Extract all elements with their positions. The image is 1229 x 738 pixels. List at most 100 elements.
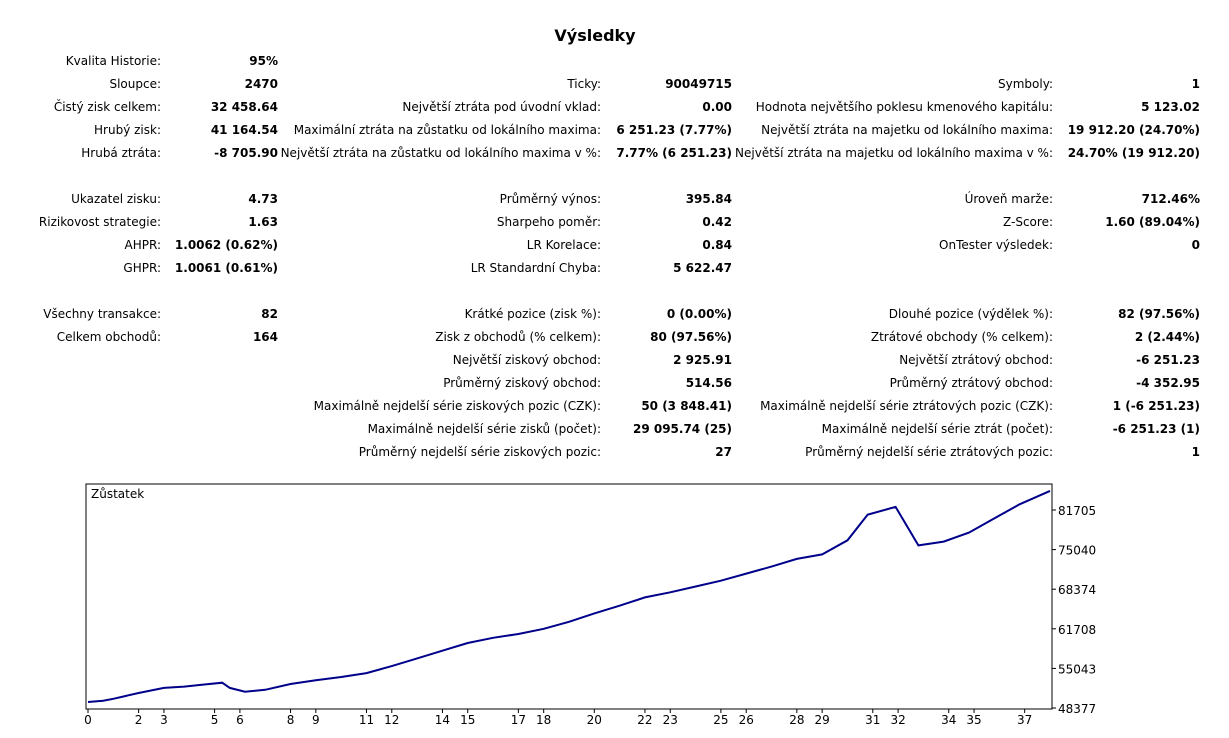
stat-label: Ztrátové obchody (% celkem): — [870, 330, 1053, 344]
stat-label: Všechny transakce: — [43, 307, 161, 321]
stat-value: 2 925.91 — [673, 353, 732, 367]
stat-value: 50 (3 848.41) — [641, 399, 732, 413]
stat-value: -6 251.23 — [1136, 353, 1200, 367]
stat-label: Průměrný výnos: — [499, 192, 601, 206]
y-tick-label: 75040 — [1058, 544, 1096, 558]
stat-value: 1.0061 (0.61%) — [174, 261, 278, 275]
stat-label: LR Standardní Chyba: — [470, 261, 601, 275]
stat-value: 24.70% (19 912.20) — [1067, 146, 1200, 160]
balance-line — [87, 489, 1051, 703]
x-tick-label: 9 — [312, 713, 320, 727]
stat-label: Ticky: — [567, 77, 601, 91]
stat-label: Maximálně nejdelší série ztrátových pozi… — [760, 399, 1053, 413]
stat-value: 5 123.02 — [1141, 100, 1200, 114]
stat-value: -8 705.90 — [214, 146, 278, 160]
stat-label: Kvalita Historie: — [65, 54, 161, 68]
stat-value: 1.60 (89.04%) — [1105, 215, 1200, 229]
x-tick-label: 25 — [713, 713, 728, 727]
stat-label: Zisk z obchodů (% celkem): — [435, 330, 601, 344]
stat-label: Průměrný ztrátový obchod: — [889, 376, 1053, 390]
x-tick-label: 0 — [84, 713, 92, 727]
stat-label: Průměrný nejdelší série ziskových pozic: — [358, 445, 601, 459]
stat-label: GHPR: — [123, 261, 161, 275]
stat-value: 27 — [715, 445, 732, 459]
stat-label: Z-Score: — [1003, 215, 1053, 229]
stat-value: 6 251.23 (7.77%) — [616, 123, 732, 137]
stat-value: 4.73 — [248, 192, 278, 206]
stat-value: 514.56 — [685, 376, 732, 390]
stat-value: 82 (97.56%) — [1118, 307, 1200, 321]
x-tick-label: 18 — [536, 713, 551, 727]
y-tick-label: 81705 — [1058, 504, 1096, 518]
x-tick-label: 3 — [160, 713, 168, 727]
chart-title: Zůstatek — [91, 487, 144, 501]
stat-value: 90049715 — [665, 77, 732, 91]
stat-label: Největší ztráta na zůstatku od lokálního… — [280, 146, 601, 160]
stat-value: 0.84 — [702, 238, 732, 252]
stat-label: Symboly: — [998, 77, 1053, 91]
stat-value: 95% — [249, 54, 278, 68]
stat-label: Největší ztráta na majetku od lokálního … — [761, 123, 1053, 137]
stat-label: Sharpeho poměr: — [496, 215, 601, 229]
stat-label: AHPR: — [124, 238, 161, 252]
stat-value: 82 — [261, 307, 278, 321]
x-tick-label: 22 — [637, 713, 652, 727]
stat-label: Maximální ztráta na zůstatku od lokálníh… — [293, 123, 601, 137]
stat-value: -6 251.23 (1) — [1112, 422, 1200, 436]
stat-label: Největší ztráta pod úvodní vklad: — [402, 100, 601, 114]
stat-value: 1.0062 (0.62%) — [174, 238, 278, 252]
stat-value: 0.00 — [702, 100, 732, 114]
stat-value: 5 622.47 — [673, 261, 732, 275]
stat-value: 29 095.74 (25) — [632, 422, 732, 436]
stat-label: OnTester výsledek: — [939, 238, 1053, 252]
stat-label: Průměrný nejdelší série ztrátových pozic… — [805, 445, 1053, 459]
x-tick-label: 31 — [865, 713, 880, 727]
stat-value: 395.84 — [685, 192, 732, 206]
report-title: Výsledky — [554, 26, 636, 45]
stat-label: Krátké pozice (zisk %): — [464, 307, 601, 321]
stat-value: 2470 — [244, 77, 278, 91]
stat-value: 2 (2.44%) — [1134, 330, 1200, 344]
stat-value: 1.63 — [248, 215, 278, 229]
stat-label: Největší ztráta na majetku od lokálního … — [735, 146, 1053, 160]
x-tick-label: 32 — [890, 713, 905, 727]
stat-value: 712.46% — [1141, 192, 1200, 206]
y-tick-label: 61708 — [1058, 623, 1096, 637]
x-tick-label: 26 — [739, 713, 754, 727]
stat-value: 1 — [1191, 77, 1200, 91]
stat-value: 0 (0.00%) — [666, 307, 732, 321]
y-tick-label: 68374 — [1058, 583, 1096, 597]
x-tick-label: 23 — [663, 713, 678, 727]
stat-label: Maximálně nejdelší série ziskových pozic… — [313, 399, 601, 413]
x-tick-label: 15 — [460, 713, 475, 727]
x-tick-label: 35 — [966, 713, 981, 727]
stat-value: -4 352.95 — [1136, 376, 1200, 390]
y-tick-label: 48377 — [1058, 702, 1096, 716]
stat-label: Hodnota největšího poklesu kmenového kap… — [755, 100, 1053, 114]
x-tick-label: 8 — [287, 713, 295, 727]
stat-label: Hrubá ztráta: — [81, 146, 161, 160]
x-tick-label: 17 — [511, 713, 526, 727]
stat-value: 0 — [1191, 238, 1200, 252]
stat-label: Úroveň marže: — [964, 192, 1053, 206]
x-tick-label: 12 — [384, 713, 399, 727]
stat-value: 41 164.54 — [210, 123, 278, 137]
stat-label: Maximálně nejdelší série ztrát (počet): — [821, 422, 1053, 436]
balance-chart: Zůstatek 81705 75040 68374 61708 55043 48377 0 2… — [84, 483, 1096, 727]
x-tick-label: 14 — [435, 713, 450, 727]
stat-value: 164 — [252, 330, 278, 344]
x-tick-label: 2 — [135, 713, 143, 727]
x-tick-label: 6 — [236, 713, 244, 727]
stat-label: Maximálně nejdelší série zisků (počet): — [367, 422, 601, 436]
stat-label: Hrubý zisk: — [94, 123, 161, 137]
stat-label: Největší ziskový obchod: — [452, 353, 601, 367]
stat-label: LR Korelace: — [526, 238, 601, 252]
plot-frame — [85, 483, 1053, 710]
x-tick-label: 37 — [1017, 713, 1032, 727]
y-tick-label: 55043 — [1058, 662, 1096, 676]
stat-label: Průměrný ziskový obchod: — [443, 376, 601, 390]
stat-label: Sloupce: — [109, 77, 161, 91]
stat-value: 1 (-6 251.23) — [1112, 399, 1200, 413]
x-tick-label: 34 — [941, 713, 956, 727]
stat-value: 80 (97.56%) — [650, 330, 732, 344]
